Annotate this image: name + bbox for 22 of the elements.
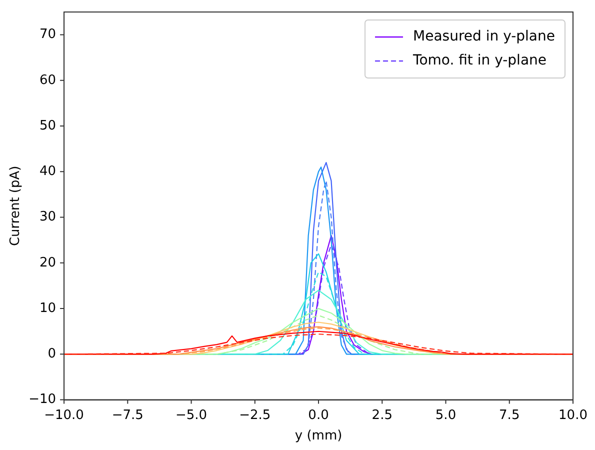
y-tick-label: −10 bbox=[28, 392, 56, 408]
y-tick-label: 70 bbox=[39, 27, 56, 42]
x-axis-title: y (mm) bbox=[294, 428, 342, 444]
y-tick-label: 50 bbox=[39, 118, 56, 134]
y-tick-label: 20 bbox=[39, 255, 56, 270]
y-tick-label: 10 bbox=[39, 300, 56, 316]
y-tick-label: 60 bbox=[39, 72, 56, 88]
y-axis-title: Current (pA) bbox=[8, 166, 24, 246]
y-tick-label: 40 bbox=[39, 164, 56, 180]
y-tick-label: 30 bbox=[39, 210, 56, 225]
x-tick-label: 10.0 bbox=[558, 408, 588, 423]
legend-label: Measured in y-plane bbox=[413, 28, 555, 45]
x-tick-label: −7.5 bbox=[112, 408, 144, 423]
x-tick-label: −2.5 bbox=[239, 408, 271, 423]
x-tick-label: 5.0 bbox=[435, 408, 456, 423]
x-tick-label: 2.5 bbox=[372, 408, 392, 423]
x-tick-label: 0.0 bbox=[308, 408, 329, 423]
legend-label: Tomo. fit in y-plane bbox=[412, 52, 547, 69]
x-tick-label: 7.5 bbox=[499, 408, 520, 423]
x-tick-label: −10.0 bbox=[44, 408, 84, 423]
x-tick-label: −5.0 bbox=[175, 408, 208, 423]
y-tick-label: 0 bbox=[48, 346, 56, 362]
